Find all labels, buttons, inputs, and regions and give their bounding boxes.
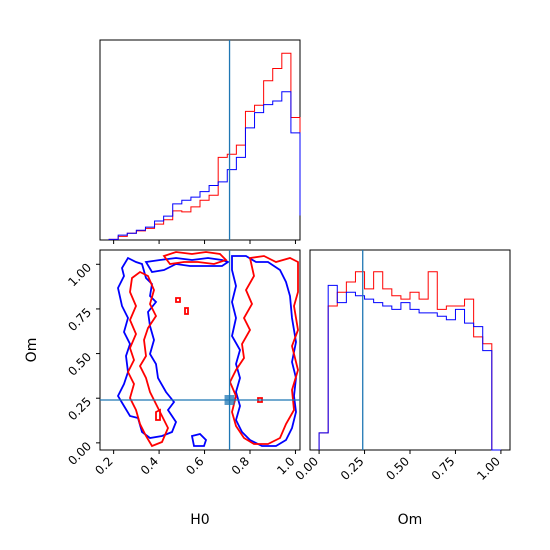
contour-red-island-4 <box>257 397 263 403</box>
om-x-tick-label: 0.00 <box>292 454 321 483</box>
h0-histogram-red-series <box>108 52 301 240</box>
om-histogram-blue-series <box>318 284 501 451</box>
contour-red-island-2 <box>184 307 189 315</box>
contour-truth-point <box>224 395 235 405</box>
contour-red-top-band <box>162 251 228 265</box>
y-axis-label-om: Om <box>24 338 40 363</box>
om-histogram-panel: 0.00 0.25 0.50 0.75 1.00 <box>292 249 511 483</box>
om-histogram-red-series <box>318 271 501 451</box>
h0-histogram-frame <box>99 39 301 241</box>
contour-x-tick-label: 0.8 <box>229 454 252 477</box>
contour-red-left-region <box>126 270 169 448</box>
om-histogram-frame <box>309 249 511 451</box>
contour-x-tick-label: 0.2 <box>92 454 115 477</box>
h0-histogram-blue-series <box>108 91 301 240</box>
contour-red-right-region <box>229 255 299 445</box>
om-x-tick-label: 0.50 <box>383 454 412 483</box>
contour-blue-left-region <box>116 256 178 439</box>
contour-frame <box>99 249 301 451</box>
contour-blue-bottom-left <box>190 433 208 447</box>
joint-contour-panel: 0.2 0.4 0.6 0.8 1.00.000.250.500.751.00 <box>65 249 301 478</box>
x-axis-label-h0: H0 <box>190 512 209 528</box>
contour-y-tick-label: 0.25 <box>65 394 94 423</box>
contour-y-tick-label: 0.00 <box>65 439 94 468</box>
contour-blue-right-region <box>231 255 297 447</box>
om-x-tick-label: 1.00 <box>474 454 503 483</box>
contour-red-island-1 <box>175 297 181 303</box>
om-x-tick-label: 0.25 <box>338 454 367 483</box>
contour-red-island-3 <box>155 408 161 421</box>
om-x-tick-label: 0.75 <box>429 454 458 483</box>
contour-y-tick-label: 0.50 <box>65 350 94 379</box>
contour-x-tick-label: 0.4 <box>138 454 161 477</box>
x-axis-label-om: Om <box>398 512 423 528</box>
contour-x-tick-label: 0.6 <box>183 454 206 477</box>
contour-y-tick-label: 1.00 <box>65 261 94 290</box>
h0-histogram-panel <box>99 39 301 244</box>
contour-y-tick-label: 0.75 <box>65 305 94 334</box>
contour-blue-top-band <box>144 257 231 273</box>
